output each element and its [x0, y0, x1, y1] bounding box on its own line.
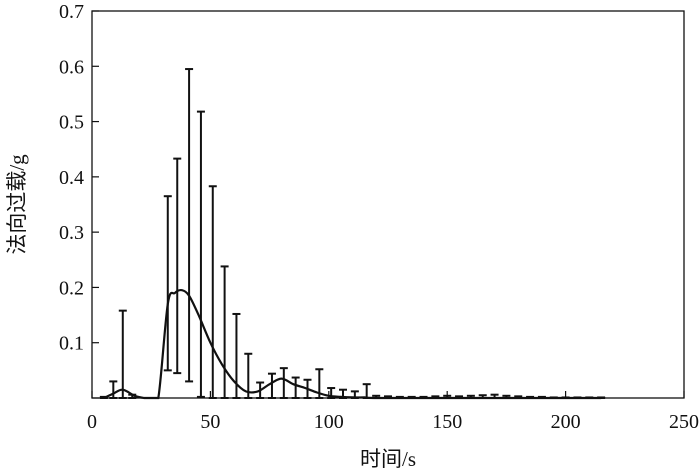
- y-tick-label: 0.4: [59, 167, 84, 189]
- mean-curve-line: [103, 288, 602, 400]
- x-tick-label: 100: [314, 411, 344, 433]
- plot-frame: [91, 10, 685, 399]
- x-tick-label: 150: [432, 411, 462, 433]
- y-axis-title: 法向过载/g: [5, 154, 29, 255]
- y-tick-label: 0.2: [59, 277, 84, 299]
- x-tick-label: 50: [200, 411, 220, 433]
- x-tick-label: 200: [551, 411, 581, 433]
- series-layer: [99, 68, 606, 400]
- plot-area: [91, 10, 685, 399]
- y-axis-ticks: 0.1 0.2 0.3 0.4 0.5 0.6 0.7: [59, 1, 99, 399]
- y-tick-label: 0.6: [59, 56, 84, 78]
- y-tick-label: 0.7: [59, 1, 84, 23]
- x-tick-label: 250: [669, 411, 699, 433]
- y-tick-label: 0.1: [59, 333, 84, 355]
- x-tick-label: 0: [87, 411, 97, 433]
- y-tick-label: 0.3: [59, 222, 84, 244]
- y-tick-label: 0.5: [59, 112, 84, 134]
- x-axis-title: 时间/s: [360, 447, 416, 471]
- x-axis-ticks: 0 50 100 150 200 250: [87, 391, 699, 433]
